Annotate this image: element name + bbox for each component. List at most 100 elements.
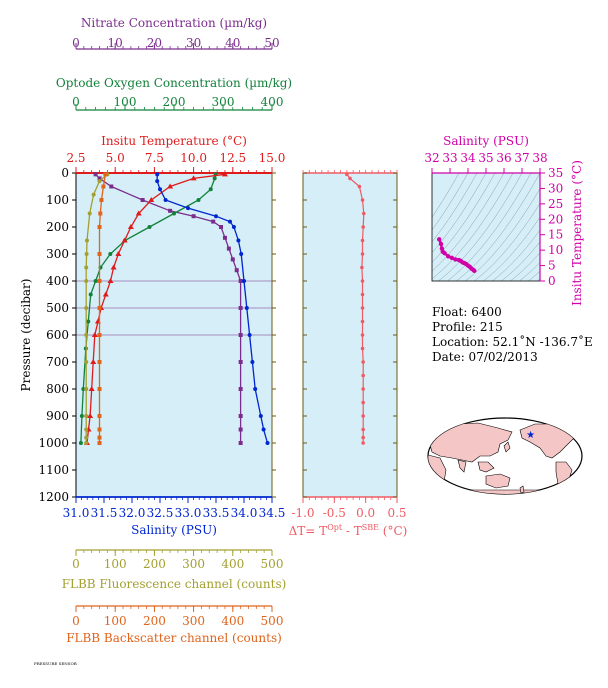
info-date: Date: 07/02/2013 [432, 350, 538, 364]
point-salinity [158, 187, 162, 192]
point-fluorescence [84, 279, 89, 283]
point-nitrate [168, 208, 173, 213]
world-map: ★ [427, 417, 583, 495]
point-oxygen [108, 252, 113, 256]
point-salinity [258, 414, 263, 418]
delta-axis-title: ΔT= TOpt - TSBE (°C) [289, 523, 408, 538]
x-axis-title-fluorescence: FLBB Fluorescence channel (counts) [62, 577, 287, 591]
ts-point [453, 257, 458, 262]
point-nitrate [230, 257, 235, 262]
delta-point [361, 373, 365, 378]
x-tick-label-backscatter: 100 [104, 614, 127, 628]
x-tick-label-nitrate: 50 [264, 36, 279, 50]
point-nitrate [238, 279, 243, 283]
point-fluorescence [87, 211, 92, 216]
pressure-tick-label: 1200 [38, 490, 69, 504]
point-backscatter [101, 184, 106, 189]
delta-point [360, 306, 365, 310]
delta-panel-bg [303, 173, 397, 497]
ts-isopycnal-curve [491, 229, 540, 281]
point-salinity [214, 214, 218, 219]
point-backscatter [97, 441, 102, 445]
point-nitrate [191, 214, 196, 219]
delta-x-tick-label: -0.5 [323, 506, 346, 520]
ts-x-tick-label: 36 [496, 151, 511, 165]
x-tick-label-temperature: 2.5 [66, 151, 85, 165]
point-backscatter [97, 414, 102, 418]
series-line-salinity [156, 174, 269, 444]
point-oxygen [81, 387, 86, 391]
point-temperature [102, 291, 109, 297]
point-salinity [265, 441, 270, 445]
point-backscatter [97, 427, 102, 432]
map-land-antarctica [439, 489, 573, 494]
x-tick-label-salinity: 32.5 [147, 506, 174, 520]
delta-label-sup1: Opt [327, 523, 343, 532]
pressure-tick-label: 0 [61, 166, 69, 180]
pressure-tick-label: 100 [46, 193, 69, 207]
point-oxygen [78, 441, 83, 445]
delta-point [360, 319, 365, 324]
point-backscatter [97, 333, 102, 337]
ts-y-axis-title: Insitu Temperature (°C) [570, 160, 584, 306]
map-land-japan [503, 441, 511, 453]
x-tick-label-temperature: 12.5 [219, 151, 246, 165]
ts-isopycnal-curve [432, 173, 514, 280]
point-nitrate [211, 219, 216, 224]
map-land-southeast-asia [477, 461, 495, 473]
point-fluorescence [91, 192, 96, 197]
x-tick-label-salinity: 34.0 [231, 506, 258, 520]
ts-point [446, 254, 451, 259]
ts-point [472, 268, 477, 274]
ts-x-tick-label: 34 [460, 151, 476, 165]
point-salinity [253, 387, 258, 391]
point-backscatter [98, 211, 103, 216]
delta-point [360, 252, 365, 256]
x-tick-label-backscatter: 400 [221, 614, 244, 628]
ts-isopycnal-curve [432, 173, 496, 263]
x-tick-label-fluorescence: 100 [104, 557, 127, 571]
point-nitrate [238, 414, 243, 418]
delta-point [361, 441, 365, 445]
point-backscatter [97, 360, 102, 364]
delta-point [361, 360, 365, 364]
point-temperature [121, 237, 128, 243]
point-oxygen [212, 176, 217, 181]
x-tick-label-salinity: 34.5 [259, 506, 286, 520]
x-tick-label-nitrate: 10 [108, 36, 123, 50]
x-tick-label-oxygen: 100 [114, 95, 137, 109]
point-nitrate [93, 172, 98, 177]
delta-point [361, 435, 365, 440]
delta-label-mid: - T [342, 524, 362, 538]
point-salinity [155, 179, 160, 184]
point-salinity [239, 252, 244, 256]
ts-point [442, 251, 447, 256]
point-backscatter [103, 172, 108, 177]
x-axis-title-temperature: Insitu Temperature (°C) [101, 134, 247, 148]
x-tick-label-salinity: 31.5 [91, 506, 118, 520]
delta-point [361, 427, 365, 432]
x-tick-label-oxygen: 200 [163, 95, 186, 109]
point-oxygen [79, 414, 84, 418]
point-oxygen [208, 187, 213, 192]
pressure-tick-label: 1100 [38, 463, 69, 477]
point-fluorescence [84, 435, 89, 440]
x-tick-label-salinity: 31.0 [63, 506, 90, 520]
point-nitrate [97, 176, 102, 181]
ts-y-tick-label: 5 [548, 259, 556, 273]
point-nitrate [219, 225, 224, 229]
point-temperature [88, 386, 95, 391]
ts-x-tick-label: 37 [514, 151, 529, 165]
point-backscatter [97, 252, 102, 256]
point-salinity [236, 238, 241, 243]
ts-isopycnal-curve [437, 173, 523, 281]
delta-label-part: ΔT= T [289, 524, 328, 538]
delta-point [345, 172, 349, 177]
point-fluorescence [84, 427, 89, 432]
delta-point [361, 387, 365, 391]
ts-y-tick-label: 10 [548, 243, 563, 257]
x-tick-label-backscatter: 500 [261, 614, 284, 628]
ts-isopycnal-curve [446, 173, 532, 281]
